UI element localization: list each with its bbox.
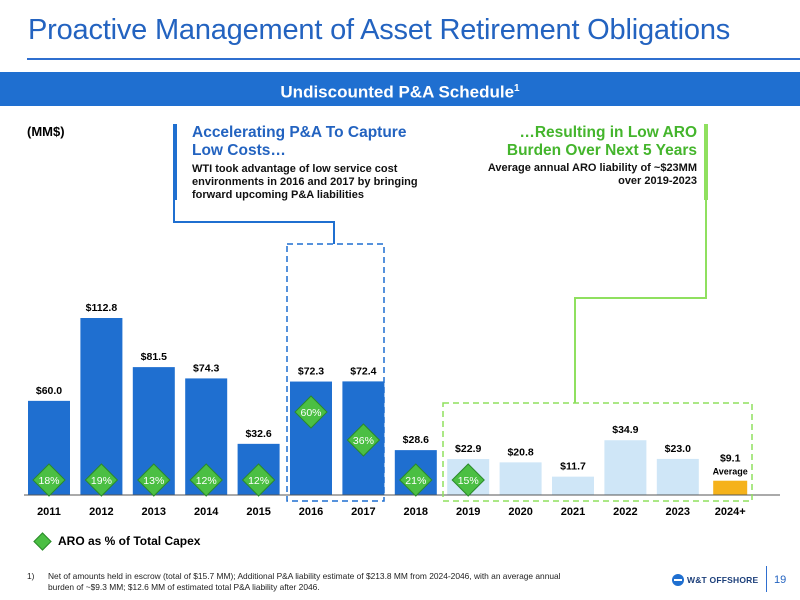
value-label-2019: $22.9 (455, 443, 481, 455)
value-label-2024+: $9.1 (720, 453, 741, 465)
bar-2023 (656, 458, 699, 495)
category-label-2011: 2011 (37, 506, 61, 518)
highlight-box-2016-2017 (286, 243, 385, 502)
right-callout-body-line2: over 2019-2023 (618, 175, 697, 187)
average-label: Average (713, 467, 748, 477)
category-label-2016: 2016 (299, 506, 323, 518)
bar-2021 (552, 476, 594, 495)
right-callout-heading: …Resulting in Low ARO Burden Over Next 5… (470, 124, 697, 160)
category-label-2020: 2020 (508, 506, 532, 518)
left-callout-accent-bar (173, 124, 177, 200)
highlight-box-2019-2023 (442, 402, 753, 502)
left-callout-body-line3: forward upcoming P&A liabilities (192, 189, 364, 201)
value-label-2017: $72.4 (350, 365, 376, 377)
page-title: Proactive Management of Asset Retirement… (28, 14, 731, 46)
category-label-2021: 2021 (561, 506, 585, 518)
value-label-2022: $34.9 (612, 424, 638, 436)
value-label-2023: $23.0 (665, 443, 691, 455)
footnote: 1) Net of amounts held in escrow (total … (27, 571, 647, 593)
category-label-2019: 2019 (456, 506, 480, 518)
aro-diamond-2019 (451, 463, 485, 497)
aro-pct-label-2019: 15% (458, 475, 479, 487)
globe-logo-icon (672, 574, 684, 586)
category-label-2013: 2013 (142, 506, 166, 518)
category-label-2014: 2014 (194, 506, 219, 518)
value-label-2014: $74.3 (193, 362, 219, 374)
footnote-line2: burden of ~$9.3 MM; $12.6 MM of estimate… (48, 582, 320, 592)
category-label-2012: 2012 (89, 506, 113, 518)
aro-pct-label-2017: 36% (353, 435, 374, 447)
value-label-2013: $81.5 (141, 351, 167, 363)
bar-2024+ (713, 480, 748, 495)
left-callout-connector-down (333, 221, 335, 244)
aro-pct-label-2018: 21% (405, 475, 426, 487)
aro-diamond-2013 (137, 463, 171, 497)
section-banner: Undiscounted P&A Schedule1 (0, 72, 800, 106)
aro-diamond-2012 (84, 463, 119, 497)
left-callout-body-line1: WTI took advantage of low service cost (192, 163, 398, 175)
category-label-2022: 2022 (613, 506, 637, 518)
value-label-2015: $32.6 (245, 428, 271, 440)
value-label-2021: $11.7 (560, 461, 586, 473)
category-label-2018: 2018 (404, 506, 428, 518)
left-callout-heading-line1: Accelerating P&A To Capture (192, 124, 407, 141)
aro-diamond-2014 (189, 463, 223, 497)
value-label-2016: $72.3 (298, 366, 324, 378)
footnote-text: Net of amounts held in escrow (total of … (48, 571, 561, 593)
value-label-2012: $112.8 (86, 302, 118, 314)
aro-diamond-2016 (294, 395, 328, 429)
left-callout-body-line2: environments in 2016 and 2017 by bringin… (192, 176, 418, 188)
category-label-2017: 2017 (351, 506, 375, 518)
legend-label: ARO as % of Total Capex (58, 534, 201, 548)
aro-pct-label-2016: 60% (300, 407, 321, 419)
right-callout-accent-bar (704, 124, 708, 200)
footer-divider (766, 566, 767, 592)
diamond-legend-icon (33, 531, 52, 551)
company-logo: W&T OFFSHORE (672, 574, 758, 586)
left-callout-body: WTI took advantage of low service cost e… (192, 163, 432, 202)
aro-pct-label-2012: 19% (91, 475, 112, 487)
value-label-2018: $28.6 (403, 434, 429, 446)
title-divider (27, 58, 800, 60)
right-callout-connector-down (574, 297, 576, 403)
footnote-line1: Net of amounts held in escrow (total of … (48, 571, 561, 581)
aro-pct-label-2015: 12% (248, 475, 269, 487)
banner-footnote-mark: 1 (514, 83, 520, 94)
logo-text: W&T OFFSHORE (687, 575, 759, 585)
left-callout-connector-v (173, 200, 175, 222)
right-callout-heading-line2: Burden Over Next 5 Years (506, 142, 697, 159)
aro-diamond-2018 (399, 463, 433, 497)
category-label-2015: 2015 (246, 506, 270, 518)
right-callout-connector-v (705, 200, 707, 298)
footnote-number: 1) (27, 571, 35, 581)
aro-pct-label-2011: 18% (38, 475, 59, 487)
aro-pct-label-2013: 13% (143, 475, 164, 487)
left-callout: Accelerating P&A To Capture Low Costs… W… (192, 124, 432, 202)
units-label: (MM$) (27, 124, 65, 139)
legend: ARO as % of Total Capex (33, 531, 201, 551)
value-label-2011: $60.0 (36, 385, 62, 397)
aro-diamond-2017 (346, 423, 381, 457)
aro-diamond-2011 (32, 463, 66, 497)
bar-2020 (499, 462, 542, 495)
right-callout-heading-line1: …Resulting in Low ARO (519, 124, 697, 141)
right-callout-body: Average annual ARO liability of ~$23MM o… (470, 162, 697, 188)
left-callout-connector-h (173, 221, 335, 223)
value-label-2020: $20.8 (507, 446, 533, 458)
banner-text: Undiscounted P&A Schedule (280, 82, 515, 102)
right-callout: …Resulting in Low ARO Burden Over Next 5… (470, 124, 697, 188)
bar-2022 (604, 440, 647, 495)
page-number: 19 (774, 574, 787, 586)
left-callout-heading-line2: Low Costs… (192, 142, 286, 159)
aro-diamond-2015 (241, 463, 276, 497)
right-callout-body-line1: Average annual ARO liability of ~$23MM (487, 162, 697, 174)
right-callout-connector-h (574, 297, 707, 299)
left-callout-heading: Accelerating P&A To Capture Low Costs… (192, 124, 432, 160)
category-label-2023: 2023 (666, 506, 690, 518)
aro-pct-label-2014: 12% (196, 475, 217, 487)
category-label-2024+: 2024+ (715, 506, 746, 518)
